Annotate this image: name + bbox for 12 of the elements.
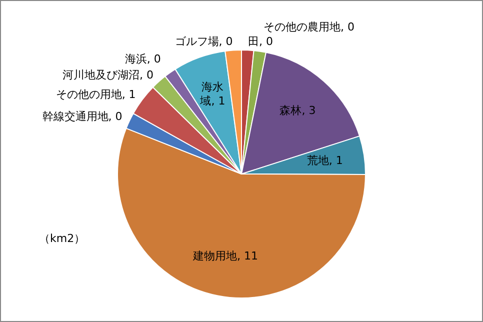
text: （km2） (39, 232, 86, 245)
slice-label: その他の用地, 1 (56, 88, 136, 101)
slice-label: その他の農用地, 0 (264, 20, 354, 34)
slice-label: 河川地及び湖沼, 0 (62, 68, 154, 82)
slice-label: ゴルフ場, 0 (174, 35, 233, 48)
slice-label: 田, 0 (248, 35, 274, 48)
slice-label: 海水域, 1 (199, 80, 226, 108)
slice-label: 幹線交通用地, 0 (42, 110, 122, 124)
slice-label: 建物用地, 11 (192, 250, 258, 263)
slice-label: 森林, 3 (280, 104, 316, 117)
slice-label: 海浜, 0 (124, 52, 161, 66)
slice-label: 荒地, 1 (306, 154, 343, 167)
